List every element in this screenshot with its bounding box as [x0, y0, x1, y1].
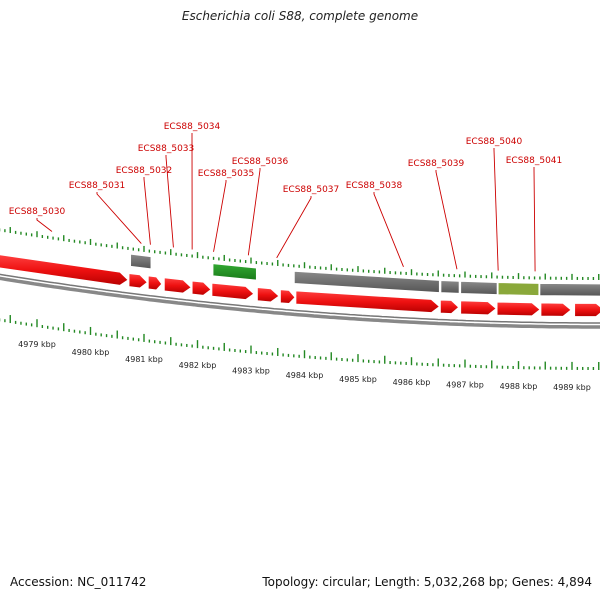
- gene-label-text: ECS88_5038: [346, 181, 403, 191]
- axis-tick-label: 4988 kbp: [500, 382, 538, 391]
- axis-tick-label: 4987 kbp: [446, 381, 484, 390]
- gene-label-leader-line: [435, 170, 458, 270]
- genomic-feature-green: [212, 263, 257, 281]
- forward-gene-arrow: [211, 282, 255, 300]
- gene-label: ECS88_5038: [346, 181, 404, 267]
- forward-gene-arrow: [439, 299, 460, 314]
- forward-gene-arrow: [0, 254, 129, 286]
- gene-label-text: ECS88_5040: [466, 137, 523, 147]
- gene-label-leader-line: [96, 192, 142, 244]
- gene-label: ECS88_5035: [198, 169, 255, 252]
- gene-label-leader-line: [213, 180, 227, 252]
- forward-gene-arrow: [257, 287, 280, 303]
- backbone-line: [0, 276, 600, 329]
- axis-tick-label: 4981 kbp: [125, 355, 163, 364]
- forward-gene-track: [0, 254, 600, 317]
- backbone-line-outer: [0, 273, 600, 324]
- gene-label: ECS88_5039: [408, 159, 465, 270]
- axis-tick-label: 4986 kbp: [393, 378, 431, 387]
- axis-tick-label: 4984 kbp: [286, 371, 324, 380]
- upper-tick-track: [0, 227, 600, 280]
- genomic-feature-gray: [539, 283, 600, 297]
- genome-stats-text: Topology: circular; Length: 5,032,268 bp…: [262, 575, 592, 589]
- gene-label-text: ECS88_5035: [198, 169, 255, 179]
- gene-label-leader-line: [36, 218, 53, 232]
- gene-label-leader-line: [493, 148, 499, 271]
- gene-label-text: ECS88_5036: [232, 157, 289, 167]
- forward-gene-arrow: [163, 277, 192, 294]
- gene-label-text: ECS88_5039: [408, 159, 465, 169]
- gene-label-text: ECS88_5030: [9, 207, 66, 217]
- gene-label: ECS88_5037: [276, 185, 340, 259]
- genomic-feature-gray: [440, 280, 460, 294]
- forward-gene-arrow: [191, 280, 212, 296]
- genome-title: Escherichia coli S88, complete genome: [181, 9, 419, 23]
- gene-label: ECS88_5041: [506, 156, 563, 272]
- gene-label-leader-line: [143, 177, 151, 245]
- upper-feature-track: [130, 253, 600, 297]
- axis-tick-label: 4979 kbp: [18, 340, 56, 349]
- gene-label: ECS88_5040: [466, 137, 523, 271]
- genomic-feature-gray: [460, 280, 498, 295]
- gene-label: ECS88_5032: [116, 166, 173, 245]
- forward-gene-arrow: [496, 301, 541, 317]
- axis-tick-label: 4982 kbp: [179, 361, 217, 370]
- backbone-layer: [0, 273, 600, 329]
- gene-label-leader-line: [533, 167, 536, 272]
- gene-label-text: ECS88_5041: [506, 156, 563, 166]
- axis-tick-label: 4980 kbp: [72, 348, 110, 357]
- gene-label-track: ECS88_5030 ECS88_5031 ECS88_5032 ECS88_5033…: [9, 122, 563, 272]
- gene-label-text: ECS88_5032: [116, 166, 173, 176]
- forward-gene-arrow: [574, 303, 600, 317]
- axis-tick-label: 4989 kbp: [553, 383, 591, 392]
- gene-label: ECS88_5036: [232, 157, 289, 256]
- forward-gene-arrow: [147, 275, 163, 291]
- gene-label-leader-line: [165, 155, 174, 248]
- gene-label: ECS88_5033: [138, 144, 195, 248]
- forward-gene-arrow: [280, 289, 296, 304]
- lower-tick-track: [0, 315, 600, 370]
- axis-tick-label: 4983 kbp: [232, 367, 270, 376]
- gene-label: ECS88_5030: [9, 207, 66, 232]
- gene-label: ECS88_5031: [69, 181, 142, 244]
- gene-label: ECS88_5034: [164, 122, 221, 250]
- gene-label-text: ECS88_5037: [283, 185, 340, 195]
- genomic-feature-green: [497, 282, 540, 296]
- forward-gene-arrow: [128, 273, 148, 289]
- axis-label-track: 4979 kbp 4980 kbp 4981 kbp 4982 kbp 4983 kbp…: [18, 340, 591, 392]
- genomic-feature-gray: [293, 270, 440, 293]
- gene-label-leader-line: [247, 168, 261, 256]
- genomic-feature-gray: [130, 253, 152, 270]
- forward-gene-arrow: [540, 302, 572, 317]
- gene-label-text: ECS88_5031: [69, 181, 126, 191]
- gene-label-text: ECS88_5033: [138, 144, 195, 154]
- forward-gene-arrow: [460, 300, 497, 316]
- axis-tick-label: 4985 kbp: [339, 375, 377, 384]
- accession-text: Accession: NC_011742: [10, 575, 147, 589]
- gene-label-leader-line: [276, 196, 312, 259]
- forward-gene-arrow: [295, 290, 440, 313]
- gene-label-text: ECS88_5034: [164, 122, 221, 132]
- gene-label-leader-line: [373, 192, 404, 267]
